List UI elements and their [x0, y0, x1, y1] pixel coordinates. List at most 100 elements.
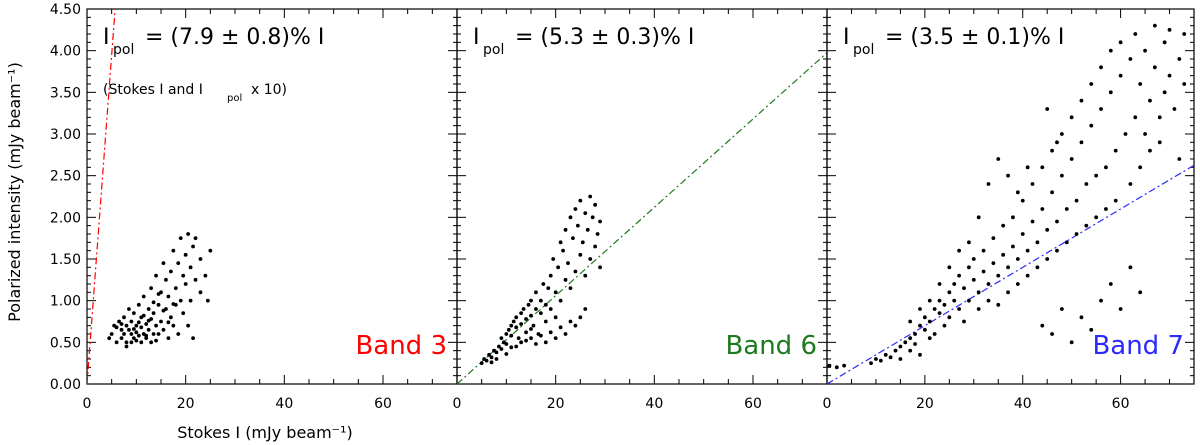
data-point [1074, 198, 1079, 203]
data-point [578, 315, 583, 320]
data-point [1059, 173, 1064, 178]
data-point [981, 248, 986, 253]
x-tick-label: 40 [275, 396, 293, 412]
data-point [1148, 98, 1152, 103]
data-point [168, 315, 173, 320]
data-point [156, 302, 161, 307]
data-point [918, 323, 922, 328]
data-point [976, 307, 981, 311]
data-point [203, 273, 208, 278]
data-point [499, 336, 504, 341]
data-point [1118, 307, 1123, 311]
data-point [971, 257, 976, 261]
data-point [1079, 140, 1084, 145]
data-point [883, 352, 888, 357]
data-point [1025, 165, 1030, 170]
data-point [967, 240, 971, 245]
data-point [151, 311, 156, 316]
data-point [146, 327, 151, 332]
data-point [1055, 248, 1059, 253]
data-point [583, 211, 588, 216]
y-tick-label: 2.50 [50, 169, 81, 185]
data-point [967, 265, 971, 270]
data-point [1152, 23, 1157, 28]
data-point [131, 336, 136, 341]
data-point [144, 333, 149, 338]
data-point [548, 307, 553, 311]
data-point [566, 261, 570, 266]
data-point [1133, 32, 1138, 36]
data-point [1035, 240, 1040, 245]
data-point [1050, 190, 1054, 195]
x-tick-label: 20 [916, 396, 934, 412]
data-point [1079, 98, 1084, 103]
data-point [558, 298, 563, 303]
data-point [593, 202, 598, 207]
x-axis-title: Stokes I (mJy beam⁻¹) [177, 423, 353, 442]
data-point [908, 336, 913, 341]
fit-label-main: I [103, 25, 110, 50]
data-point [511, 319, 516, 324]
data-point [141, 313, 146, 318]
data-point [1177, 157, 1182, 161]
data-point [109, 332, 114, 336]
data-point [1118, 40, 1123, 45]
data-point [479, 361, 484, 366]
note-suffix: x 10) [251, 82, 287, 98]
data-point [937, 282, 942, 286]
data-point [134, 323, 139, 328]
data-point [526, 302, 531, 307]
data-point [553, 290, 558, 295]
data-point [504, 332, 509, 336]
data-point [516, 336, 521, 341]
data-point [151, 300, 156, 305]
data-point [139, 340, 144, 345]
data-point [534, 342, 538, 346]
data-point [942, 323, 947, 328]
data-point [131, 327, 136, 331]
data-point [188, 265, 193, 270]
data-point [191, 244, 195, 249]
data-point [176, 332, 181, 336]
data-point [134, 338, 139, 343]
data-point [494, 350, 499, 355]
data-point [1172, 107, 1177, 111]
data-point [538, 333, 543, 338]
x-tick-label: 60 [744, 396, 762, 412]
x-tick-label: 0 [823, 396, 832, 412]
data-point [1108, 90, 1113, 95]
data-point [186, 232, 191, 236]
data-point [1099, 107, 1103, 111]
data-point [1167, 73, 1172, 78]
data-point [913, 342, 917, 346]
data-point [531, 323, 536, 328]
data-point [119, 322, 124, 326]
data-point [952, 298, 957, 303]
data-point [543, 319, 548, 324]
data-point [497, 344, 501, 349]
data-point [524, 338, 528, 343]
data-point [842, 363, 847, 368]
data-point [898, 357, 903, 361]
data-point [551, 257, 556, 261]
data-point [834, 365, 839, 370]
data-point [1128, 57, 1133, 61]
data-point [568, 286, 573, 291]
data-point [156, 332, 161, 336]
data-point [1015, 282, 1020, 286]
data-point [166, 336, 171, 341]
data-point [1040, 165, 1045, 170]
data-point [538, 298, 543, 303]
data-point [1104, 165, 1108, 170]
data-point [942, 302, 947, 307]
data-point [178, 236, 183, 241]
x-tick-label: 40 [645, 396, 663, 412]
data-point [1148, 148, 1152, 153]
data-point [509, 333, 514, 338]
data-point [1045, 107, 1050, 111]
data-point [198, 290, 203, 295]
data-point [1045, 257, 1050, 261]
data-point [1108, 282, 1113, 286]
data-point [487, 352, 491, 357]
